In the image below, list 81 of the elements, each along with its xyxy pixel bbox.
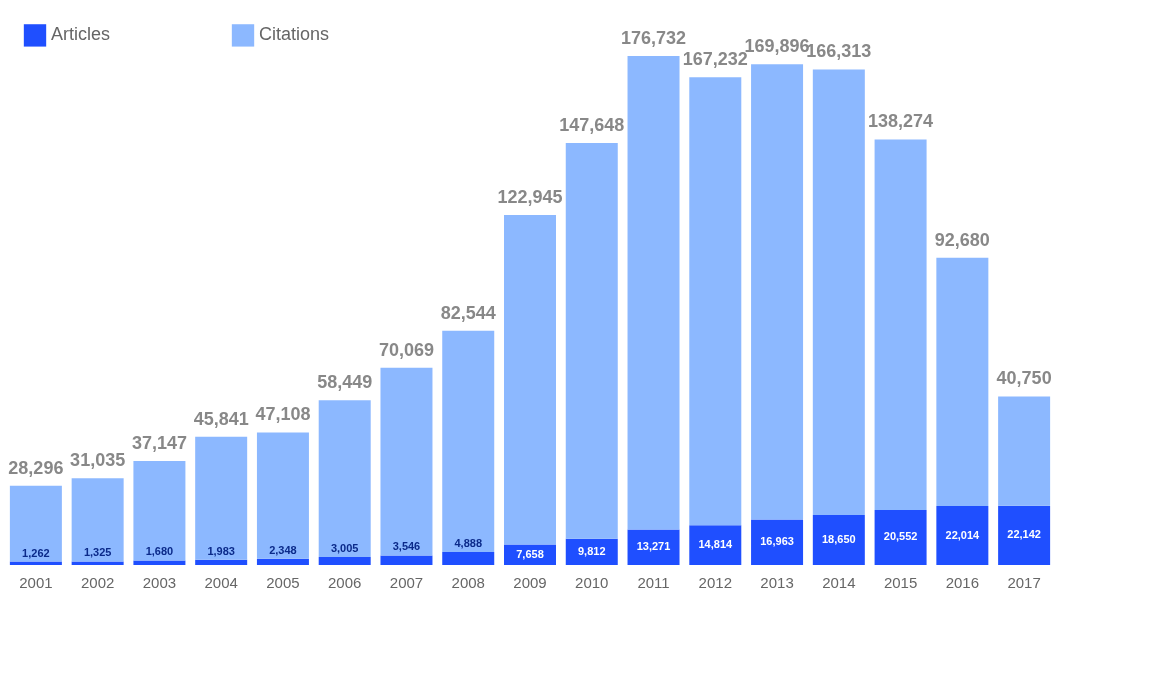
data-label: 1,325	[83, 546, 112, 559]
bar	[380, 555, 433, 565]
bar	[627, 55, 680, 530]
x-tick-label: 2012	[698, 573, 732, 591]
bar	[936, 506, 989, 565]
data-label: 1,262	[22, 546, 50, 559]
data-label: 7,658	[516, 547, 544, 560]
x-tick-label: 2003	[142, 573, 177, 591]
data-label: 58,449	[317, 372, 373, 393]
x-tick-label: 2016	[945, 573, 980, 591]
x-tick-label: 2014	[822, 573, 856, 591]
legend-label: Citations	[259, 24, 330, 45]
bar	[812, 515, 865, 565]
bar	[504, 215, 556, 545]
x-tick-label: 2013	[760, 573, 794, 591]
bar	[751, 64, 804, 520]
x-tick-label: 2001	[19, 573, 53, 591]
bar	[318, 556, 371, 565]
data-label: 13,271	[636, 540, 671, 553]
bar	[195, 436, 248, 560]
bar	[874, 139, 927, 510]
bar	[874, 509, 927, 565]
data-label: 92,680	[934, 229, 990, 250]
bar	[9, 485, 62, 562]
bar	[998, 396, 1051, 506]
data-label: 14,814	[698, 538, 733, 551]
bar	[751, 519, 804, 565]
data-label: 147,648	[559, 115, 625, 136]
data-label: 122,945	[497, 187, 563, 208]
bar	[71, 478, 124, 562]
x-tick-label: 2002	[80, 573, 115, 591]
x-tick-label: 2007	[389, 573, 424, 591]
bar	[812, 69, 865, 516]
data-label: 138,274	[868, 111, 934, 132]
bar	[565, 143, 618, 539]
x-tick-label: 2017	[1007, 573, 1041, 591]
data-label: 3,005	[330, 541, 359, 554]
data-label: 31,035	[70, 450, 126, 471]
data-label: 45,841	[193, 408, 249, 429]
data-label: 22,014	[945, 528, 981, 541]
x-tick-label: 2005	[266, 573, 300, 591]
x-tick-label: 2009	[513, 573, 547, 591]
data-label: 176,732	[620, 27, 687, 48]
x-tick-label: 2006	[328, 573, 362, 591]
data-label: 37,147	[131, 432, 187, 453]
data-label: 47,108	[255, 404, 311, 425]
bar	[998, 505, 1051, 565]
bar	[442, 330, 495, 552]
x-tick-label: 2011	[637, 573, 670, 591]
bar	[256, 432, 309, 559]
legend-label: Articles	[51, 24, 111, 45]
bar	[936, 257, 989, 507]
bar	[380, 367, 433, 556]
data-label: 40,750	[996, 368, 1052, 389]
data-label: 3,546	[392, 540, 421, 553]
x-tick-label: 2008	[451, 573, 485, 591]
data-label: 16,963	[760, 535, 794, 548]
data-label: 22,142	[1007, 528, 1041, 541]
data-label: 2,348	[269, 543, 297, 556]
bar	[689, 525, 742, 565]
data-label: 28,296	[8, 457, 64, 478]
bar	[689, 77, 742, 526]
data-label: 70,069	[378, 339, 434, 360]
data-label: 1,680	[145, 545, 174, 558]
data-label: 82,544	[440, 302, 496, 323]
x-tick-label: 2004	[204, 573, 238, 591]
bar	[133, 460, 186, 561]
x-tick-label: 2010	[575, 573, 609, 591]
bar	[256, 558, 309, 565]
x-tick-label: 2015	[883, 573, 918, 591]
data-label: 1,983	[207, 544, 235, 557]
bar	[627, 529, 680, 565]
bar	[71, 561, 124, 565]
bar	[195, 559, 248, 565]
data-label: 18,650	[822, 533, 856, 546]
data-label: 4,888	[454, 536, 482, 549]
data-label: 9,812	[578, 544, 606, 557]
data-label: 20,552	[883, 530, 918, 543]
bar	[442, 551, 495, 565]
bar	[133, 560, 186, 565]
bar	[318, 400, 371, 557]
